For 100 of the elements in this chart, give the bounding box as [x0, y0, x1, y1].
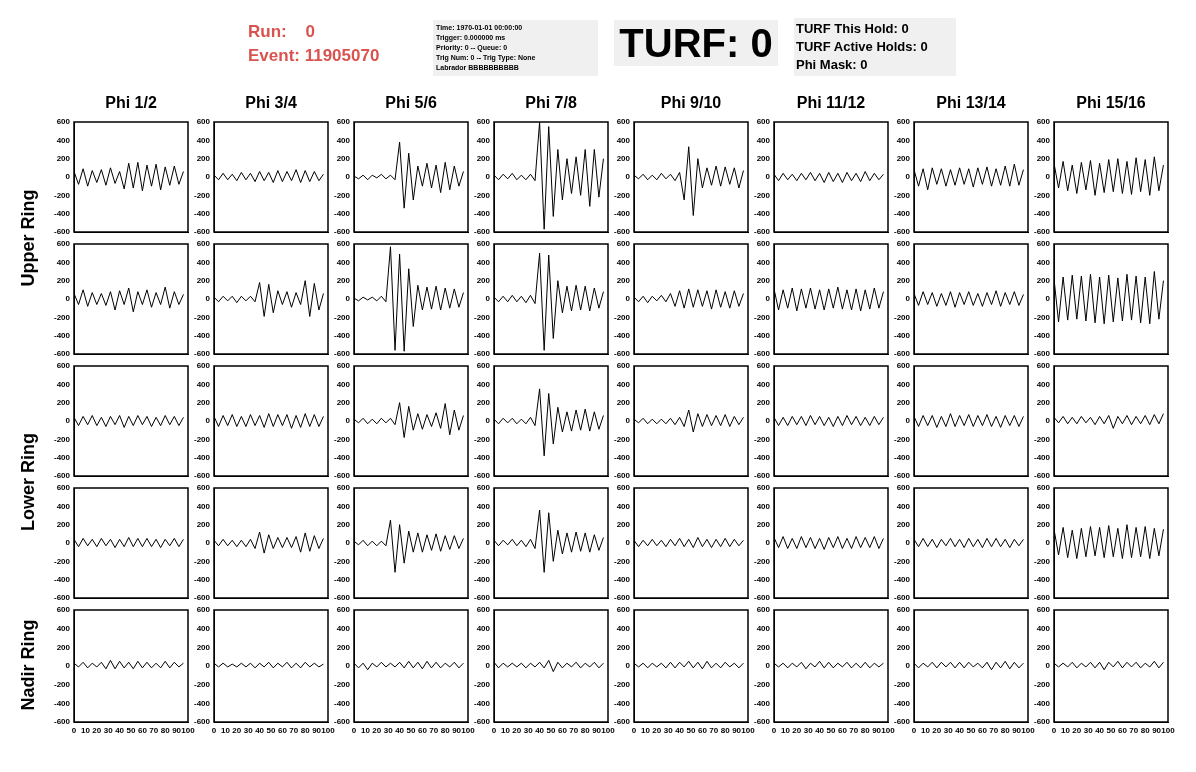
- y-tick-label: 400: [476, 623, 491, 633]
- y-tick-label: -600: [333, 349, 351, 359]
- x-tick-label: 70: [989, 726, 999, 735]
- y-tick-label: 400: [896, 623, 911, 633]
- y-tick-label: -400: [753, 452, 771, 462]
- y-tick-label: 200: [476, 153, 491, 163]
- x-tick-label: 90: [452, 726, 462, 735]
- y-tick-label: -600: [613, 717, 631, 727]
- y-tick-label: 0: [1045, 294, 1051, 304]
- y-tick-label: 400: [616, 623, 631, 633]
- y-tick-label: -200: [53, 190, 71, 200]
- y-tick-label: -200: [1033, 679, 1051, 689]
- x-tick-label: 70: [569, 726, 579, 735]
- y-tick-label: -200: [193, 190, 211, 200]
- y-tick-label: -600: [613, 227, 631, 237]
- y-tick-label: -400: [893, 208, 911, 218]
- y-tick-label: 600: [476, 117, 491, 127]
- y-tick-label: 0: [345, 661, 351, 671]
- y-tick-label: -200: [473, 190, 491, 200]
- y-tick-label: -400: [893, 330, 911, 340]
- y-tick-label: 0: [625, 661, 631, 671]
- y-tick-label: 600: [616, 605, 631, 615]
- y-tick-label: -200: [333, 434, 351, 444]
- y-tick-label: -600: [893, 227, 911, 237]
- y-tick-label: 0: [765, 661, 771, 671]
- y-tick-label: -400: [473, 574, 491, 584]
- y-tick-label: -600: [893, 349, 911, 359]
- y-tick-label: 200: [896, 642, 911, 652]
- y-tick-label: 600: [336, 483, 351, 493]
- x-tick-label: 10: [80, 726, 91, 735]
- x-tick-label: 90: [592, 726, 602, 735]
- y-tick-label: -600: [53, 349, 71, 359]
- x-tick-label: 50: [1106, 726, 1116, 735]
- y-tick-label: -400: [1033, 698, 1051, 708]
- x-tick-label: 50: [966, 726, 976, 735]
- y-tick-label: 0: [625, 416, 631, 426]
- x-tick-label: 20: [652, 726, 662, 735]
- y-tick-label: -600: [473, 349, 491, 359]
- y-tick-label: -200: [753, 190, 771, 200]
- y-tick-label: -200: [613, 434, 631, 444]
- x-tick-label: 70: [149, 726, 159, 735]
- y-tick-label: -600: [53, 593, 71, 603]
- y-tick-label: 600: [196, 605, 211, 615]
- y-tick-label: 400: [756, 257, 771, 267]
- y-tick-label: 400: [56, 623, 71, 633]
- y-tick-label: 400: [336, 623, 351, 633]
- x-tick-label: 80: [720, 726, 731, 735]
- x-tick-label: 90: [172, 726, 182, 735]
- y-tick-label: -400: [53, 452, 71, 462]
- y-tick-label: -400: [193, 208, 211, 218]
- y-tick-label: 600: [476, 605, 491, 615]
- y-tick-label: -400: [613, 574, 631, 584]
- y-tick-label: -200: [473, 312, 491, 322]
- y-tick-label: -600: [613, 349, 631, 359]
- y-tick-label: 400: [196, 501, 211, 511]
- x-tick-label: 40: [255, 726, 265, 735]
- y-tick-label: -200: [893, 679, 911, 689]
- y-tick-label: 400: [756, 135, 771, 145]
- y-tick-label: -600: [333, 471, 351, 481]
- y-tick-label: 400: [1036, 379, 1051, 389]
- y-tick-label: -600: [193, 227, 211, 237]
- x-tick-label: 80: [1000, 726, 1011, 735]
- y-tick-label: 600: [196, 483, 211, 493]
- y-tick-label: 0: [65, 661, 71, 671]
- y-tick-label: 400: [1036, 135, 1051, 145]
- x-tick-label: 20: [1072, 726, 1082, 735]
- y-tick-label: -600: [193, 471, 211, 481]
- y-tick-label: -400: [53, 208, 71, 218]
- x-tick-label: 0: [71, 726, 77, 735]
- x-tick-label: 80: [300, 726, 311, 735]
- y-tick-label: -200: [753, 434, 771, 444]
- y-tick-label: -600: [193, 717, 211, 727]
- y-tick-label: 600: [616, 483, 631, 493]
- y-tick-label: 0: [205, 172, 211, 182]
- y-tick-label: -400: [1033, 330, 1051, 340]
- y-tick-label: -600: [753, 227, 771, 237]
- y-tick-label: 0: [1045, 172, 1051, 182]
- y-tick-label: 0: [765, 172, 771, 182]
- y-tick-label: 200: [1036, 642, 1051, 652]
- y-tick-label: -600: [753, 717, 771, 727]
- x-tick-label: 20: [372, 726, 382, 735]
- y-tick-label: 0: [905, 294, 911, 304]
- y-tick-label: 0: [345, 294, 351, 304]
- y-tick-label: 600: [896, 239, 911, 249]
- x-tick-label: 0: [491, 726, 497, 735]
- x-tick-label: 0: [771, 726, 777, 735]
- chart-title: Phi 11/12: [795, 94, 867, 112]
- y-tick-label: -400: [1033, 574, 1051, 584]
- y-tick-label: -200: [893, 312, 911, 322]
- y-tick-label: 200: [196, 519, 211, 529]
- x-tick-label: 0: [1051, 726, 1057, 735]
- x-tick-label: 70: [429, 726, 439, 735]
- y-tick-label: 200: [196, 153, 211, 163]
- y-tick-label: 600: [896, 483, 911, 493]
- y-tick-label: -400: [473, 208, 491, 218]
- y-tick-label: 400: [616, 379, 631, 389]
- y-tick-label: 600: [336, 605, 351, 615]
- y-tick-label: 200: [476, 519, 491, 529]
- y-tick-label: 0: [485, 661, 491, 671]
- x-tick-label: 90: [872, 726, 882, 735]
